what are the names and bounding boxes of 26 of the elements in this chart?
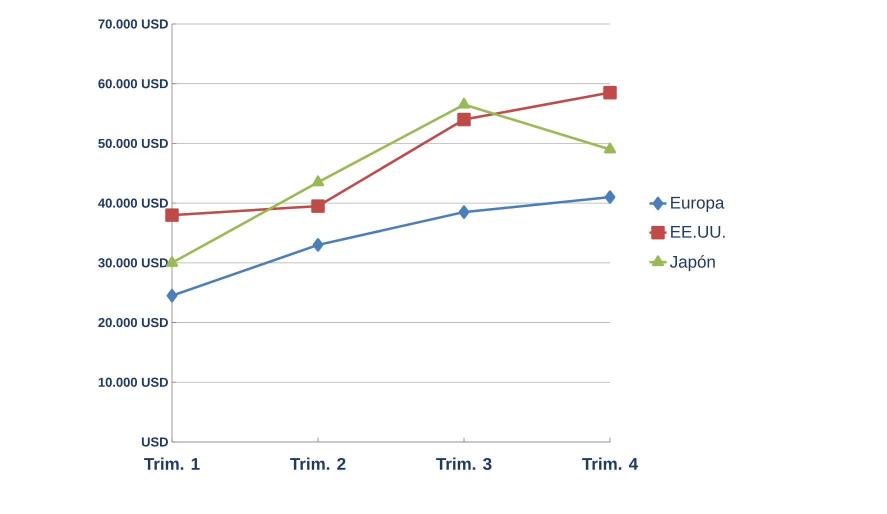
legend-label: Japón <box>670 255 715 272</box>
y-tick-label: 10.000 USD <box>98 378 168 387</box>
x-tick-label: Trim. 3 <box>436 458 492 470</box>
point <box>165 208 179 222</box>
x-tick-label: Trim. 2 <box>290 458 346 470</box>
y-tick-label: 20.000 USD <box>98 318 168 328</box>
point <box>457 112 471 126</box>
point <box>312 175 324 186</box>
y-tick-label: USD <box>142 437 168 447</box>
point <box>312 238 324 252</box>
x-tick-label: Trim. 1 <box>144 458 200 470</box>
y-tick-label: 30.000 USD <box>98 258 168 268</box>
point <box>458 205 470 219</box>
point <box>311 199 325 213</box>
point <box>604 190 616 204</box>
y-tick-label: 50.000 USD <box>98 138 168 148</box>
point <box>458 98 470 109</box>
point <box>604 142 616 154</box>
y-tick-label: 70.000 USD <box>98 19 168 29</box>
y-tick-label: 40.000 USD <box>98 198 168 208</box>
y-tick-label: 60.000 USD <box>98 79 168 88</box>
point <box>166 288 178 302</box>
legend-label: Europa <box>671 196 724 212</box>
point <box>603 86 617 100</box>
x-tick-label: Trim. 4 <box>582 458 638 470</box>
legend-label: EE.UU. <box>671 226 725 238</box>
